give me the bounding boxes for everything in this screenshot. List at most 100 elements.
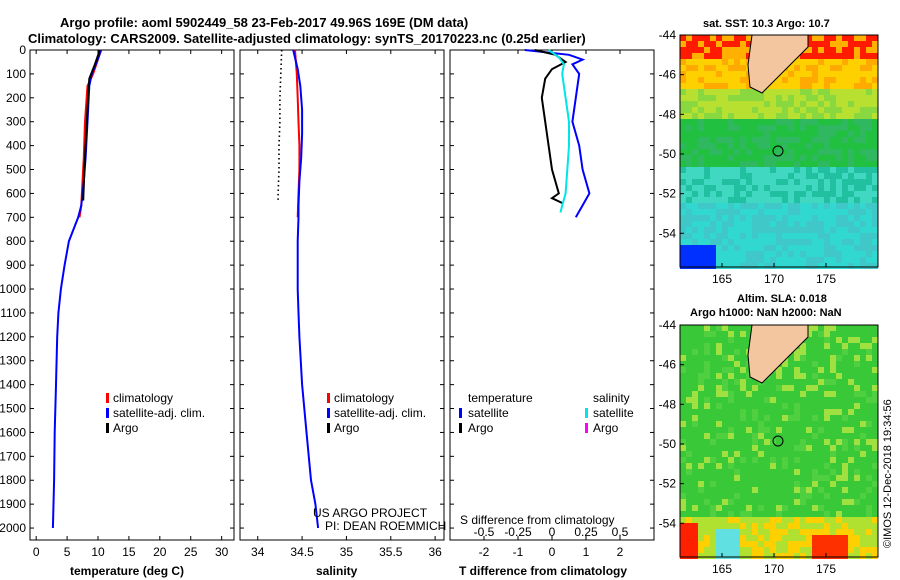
map-cell xyxy=(842,463,848,469)
map-cell xyxy=(842,355,848,361)
map-cell xyxy=(710,59,716,65)
map-cell xyxy=(746,487,752,493)
depth-tick-label: 400 xyxy=(6,139,26,153)
map-cell xyxy=(866,41,872,47)
map-cell xyxy=(680,517,686,523)
map-cell xyxy=(830,403,836,409)
x-tick-label: 0 xyxy=(33,545,40,559)
map-cell xyxy=(758,499,764,505)
map-cell xyxy=(758,95,764,101)
map-cell xyxy=(824,469,830,475)
map-cell xyxy=(812,35,818,41)
map-cell xyxy=(686,529,692,535)
map-cell xyxy=(752,481,758,487)
map-cell xyxy=(704,553,710,559)
map-cell xyxy=(818,547,824,553)
legend-label-s-satellite: satellite xyxy=(593,406,634,420)
x-tick-label: 20 xyxy=(153,545,167,559)
map-cell xyxy=(764,439,770,445)
map-cell xyxy=(800,161,806,167)
map-cell xyxy=(770,221,776,227)
map-cell xyxy=(698,191,704,197)
map-cell xyxy=(860,439,866,445)
sst-map-title: sat. SST: 10.3 Argo: 10.7 xyxy=(703,18,830,30)
map-cell xyxy=(740,215,746,221)
map-cell xyxy=(698,89,704,95)
map-cell xyxy=(812,251,818,257)
map-cell xyxy=(734,451,740,457)
map-cell xyxy=(698,361,704,367)
map-cell xyxy=(758,179,764,185)
map-cell xyxy=(782,505,788,511)
map-cell xyxy=(710,155,716,161)
map-cell xyxy=(752,439,758,445)
map-cell xyxy=(860,71,866,77)
map-cell xyxy=(680,263,686,269)
map-cell xyxy=(710,191,716,197)
map-cell xyxy=(764,245,770,251)
map-cell xyxy=(716,263,722,269)
map-cell xyxy=(740,553,746,559)
map-cell xyxy=(692,421,698,427)
map-cell xyxy=(782,433,788,439)
map-cell xyxy=(698,245,704,251)
map-cell xyxy=(812,119,818,125)
map-cell xyxy=(764,137,770,143)
map-cell xyxy=(836,403,842,409)
map-cell xyxy=(818,203,824,209)
map-cell xyxy=(680,227,686,233)
map-cell xyxy=(794,511,800,517)
map-cell xyxy=(716,481,722,487)
map-cell xyxy=(740,251,746,257)
map-cell xyxy=(770,547,776,553)
map-cell xyxy=(734,257,740,263)
map-cell xyxy=(854,125,860,131)
map-cell xyxy=(770,499,776,505)
map-cell xyxy=(854,445,860,451)
map-cell xyxy=(830,481,836,487)
map-cell xyxy=(806,137,812,143)
map-cell xyxy=(680,221,686,227)
map-cell xyxy=(812,367,818,373)
map-cell xyxy=(872,149,878,155)
map-cell xyxy=(830,59,836,65)
map-cell xyxy=(746,439,752,445)
map-cell xyxy=(764,203,770,209)
map-cell xyxy=(782,125,788,131)
map-cell xyxy=(764,107,770,113)
map-cell xyxy=(734,53,740,59)
map-cell xyxy=(860,203,866,209)
map-cell xyxy=(680,343,686,349)
map-cell xyxy=(680,95,686,101)
legend-swatch-argo xyxy=(327,423,330,433)
map-cell xyxy=(800,131,806,137)
map-cell xyxy=(698,523,704,529)
map-cell xyxy=(728,445,734,451)
map-cell xyxy=(794,221,800,227)
map-cell xyxy=(734,469,740,475)
map-cell xyxy=(698,227,704,233)
map-cell xyxy=(758,445,764,451)
map-cell xyxy=(722,343,728,349)
map-cell xyxy=(770,373,776,379)
map-cell xyxy=(842,397,848,403)
map-cell xyxy=(752,547,758,553)
map-cell xyxy=(800,143,806,149)
map-cell xyxy=(716,239,722,245)
map-cell xyxy=(812,239,818,245)
map-cell xyxy=(824,173,830,179)
map-cell xyxy=(848,143,854,149)
map-cell xyxy=(854,113,860,119)
map-cell xyxy=(776,403,782,409)
map-cell xyxy=(764,397,770,403)
map-cell xyxy=(710,367,716,373)
map-cell xyxy=(746,113,752,119)
map-cell xyxy=(854,257,860,263)
map-cell xyxy=(746,463,752,469)
map-cell xyxy=(782,463,788,469)
map-cell xyxy=(746,403,752,409)
map-cell xyxy=(818,89,824,95)
map-cell xyxy=(860,487,866,493)
map-cell xyxy=(848,541,854,547)
map-cell xyxy=(794,245,800,251)
